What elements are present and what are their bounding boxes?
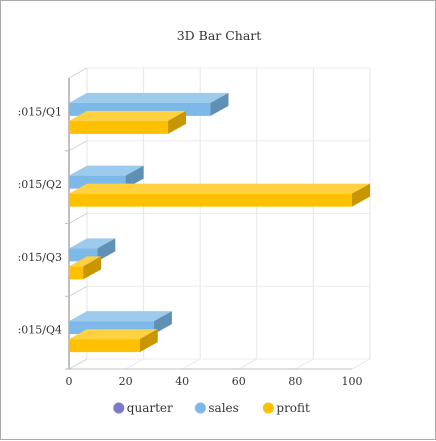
x-tick-label-4: 80 [288,375,302,388]
side-line-1 [68,140,88,152]
legend-item-quarter: quarter [113,401,173,415]
legend-marker-sales [194,402,206,414]
bar-top [69,110,187,121]
bar-top [69,92,229,103]
legend-marker-profit [262,402,274,414]
bar-top [69,329,158,340]
bar-end [125,165,144,189]
bar-front [69,193,352,207]
bar-end [168,110,187,134]
x-tick-label-3: 60 [232,375,246,388]
value-tick-labels: 0 20 40 60 80 100 [66,375,363,388]
category-label-2: :015/Q2 [18,178,62,191]
chart-title: 3D Bar Chart [177,28,262,43]
legend-item-profit: profit [262,401,310,415]
legend-label-quarter: quarter [127,401,173,415]
bar-profit-3 [69,256,102,280]
x-tick-label-1: 20 [119,375,133,388]
bar-top [69,311,172,322]
x-tick-label-5: 100 [342,375,363,388]
bar-end [210,92,229,116]
floor-line-1 [125,358,144,370]
bar-end [97,238,116,262]
bar-top [69,183,370,194]
bar-top [69,256,102,267]
legend-marker-quarter [113,402,125,414]
side-line-2 [68,213,88,224]
side-line-3 [68,285,88,297]
bar-top [69,165,144,176]
bar-front [69,266,84,280]
floor-line-3 [238,358,258,370]
legend-label-profit: profit [276,401,310,415]
bar-profit-4 [69,329,158,353]
category-label-1: :015/Q1 [18,105,62,118]
floor-line-5 [351,358,371,370]
bar-front [69,339,140,353]
bars [69,92,370,353]
legend-label-sales: sales [208,401,238,415]
x-tick-label-0: 0 [66,375,73,388]
floor-line-2 [181,358,201,370]
category-labels: :015/Q1 :015/Q2 :015/Q3 :015/Q4 [18,105,69,370]
grid [68,67,371,370]
bar-end [153,311,172,335]
legend: quarter sales profit [113,401,310,415]
bar-end [83,256,102,280]
legend-item-sales: sales [194,401,239,415]
bar-front [69,120,169,134]
bar-end [139,329,158,353]
category-label-4: :015/Q4 [18,324,62,337]
x-tick-label-2: 40 [175,375,189,388]
side-line-4 [68,358,88,370]
bar-profit-2 [69,183,370,207]
category-label-3: :015/Q3 [18,251,62,264]
bar-end [352,183,370,207]
bar-top [69,238,116,249]
floor-line-4 [295,358,314,370]
side-line-0 [68,67,88,79]
bar-profit-1 [69,110,187,134]
